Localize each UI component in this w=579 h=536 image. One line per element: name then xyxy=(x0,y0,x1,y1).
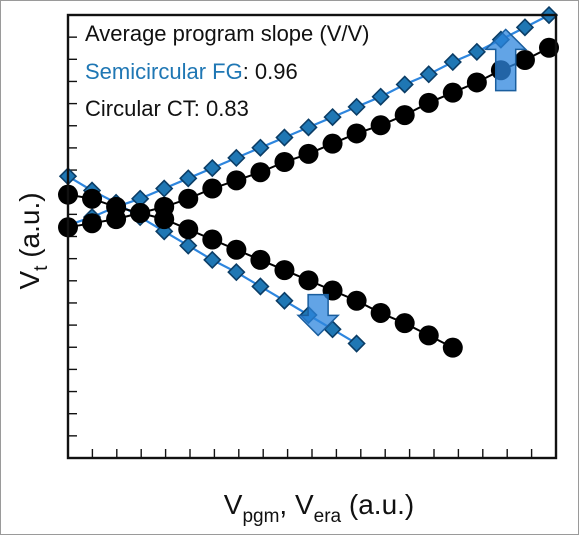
data-point-diamond xyxy=(467,42,486,61)
data-point-diamond xyxy=(347,97,366,117)
data-point-circle xyxy=(514,50,535,70)
direction-arrows xyxy=(296,28,528,337)
annotation-ct-name: Circular CT xyxy=(85,96,196,121)
x-axis-label-sub1: pgm xyxy=(242,506,279,527)
data-point-diamond xyxy=(251,277,270,296)
data-point-circle xyxy=(394,105,415,126)
data-point-diamond xyxy=(395,75,414,94)
data-point-circle xyxy=(154,209,175,230)
plot-area-border xyxy=(66,13,558,460)
data-point-diamond xyxy=(275,291,294,310)
data-point-diamond xyxy=(203,158,222,178)
data-point-circle xyxy=(178,188,199,209)
x-axis-label-rest: (a.u.) xyxy=(341,489,414,520)
data-point-circle xyxy=(226,170,247,191)
data-point-circle xyxy=(202,178,223,199)
data-point-diamond xyxy=(323,107,342,127)
data-point-circle xyxy=(250,249,271,270)
y-axis-label-sub: t xyxy=(31,265,52,271)
y-axis-label: Vt (a.u.) xyxy=(14,192,52,289)
data-point-circle xyxy=(370,115,391,136)
data-point-circle xyxy=(539,37,559,58)
axis-ticks xyxy=(68,36,533,458)
data-point-circle xyxy=(442,82,463,103)
data-point-diamond xyxy=(227,263,246,282)
data-point-diamond xyxy=(179,236,198,255)
data-point-circle xyxy=(370,302,391,323)
data-point-circle xyxy=(250,162,271,183)
data-point-circle xyxy=(202,229,223,250)
annotation-fg-name: Semicircular FG xyxy=(85,59,243,84)
annotation-entry-ct: Circular CT: 0.83 xyxy=(85,96,249,121)
data-point-diamond xyxy=(515,18,535,37)
arrow-down xyxy=(296,293,340,337)
data-point-circle xyxy=(466,72,487,93)
data-point-circle xyxy=(274,260,295,281)
x-axis-label-mid: , V xyxy=(279,489,314,520)
data-point-circle xyxy=(322,133,343,154)
annotation-entry-fg: Semicircular FG: 0.96 xyxy=(85,59,298,84)
data-point-diamond xyxy=(347,334,366,353)
data-point-diamond xyxy=(227,148,246,168)
data-point-circle xyxy=(418,92,439,113)
data-point-circle xyxy=(130,203,151,223)
y-axis-label-base: V xyxy=(14,271,45,290)
data-point-diamond xyxy=(443,52,462,72)
y-axis-label-rest: (a.u.) xyxy=(14,192,45,265)
data-point-diamond xyxy=(371,87,390,106)
data-point-diamond xyxy=(419,65,438,84)
annotation-title: Average program slope (V/V) xyxy=(85,21,370,46)
data-point-circle xyxy=(418,325,439,346)
data-point-circle xyxy=(394,313,415,334)
x-axis-label-sub2: era xyxy=(314,506,342,527)
data-point-circle xyxy=(298,143,319,164)
data-point-diamond xyxy=(155,179,174,198)
data-point-circle xyxy=(178,219,199,240)
x-axis-label: Vpgm, Vera (a.u.) xyxy=(224,489,415,527)
annotation-fg-value: : 0.96 xyxy=(243,59,298,84)
data-point-diamond xyxy=(275,128,294,147)
annotation-ct-value: : 0.83 xyxy=(194,96,249,121)
data-point-diamond xyxy=(299,118,318,137)
data-point-circle xyxy=(298,270,319,291)
data-point-circle xyxy=(346,290,367,311)
data-point-circle xyxy=(82,213,103,234)
data-point-diamond xyxy=(203,250,222,270)
data-point-circle xyxy=(82,188,103,209)
data-point-diamond xyxy=(179,169,198,188)
data-point-circle xyxy=(442,337,463,358)
data-point-circle xyxy=(346,123,367,144)
data-point-circle xyxy=(274,152,295,172)
x-axis-label-base1: V xyxy=(224,489,243,520)
data-point-circle xyxy=(226,239,247,260)
arrow-up xyxy=(483,28,528,92)
data-point-diamond xyxy=(251,138,270,157)
data-point-circle xyxy=(106,196,127,217)
